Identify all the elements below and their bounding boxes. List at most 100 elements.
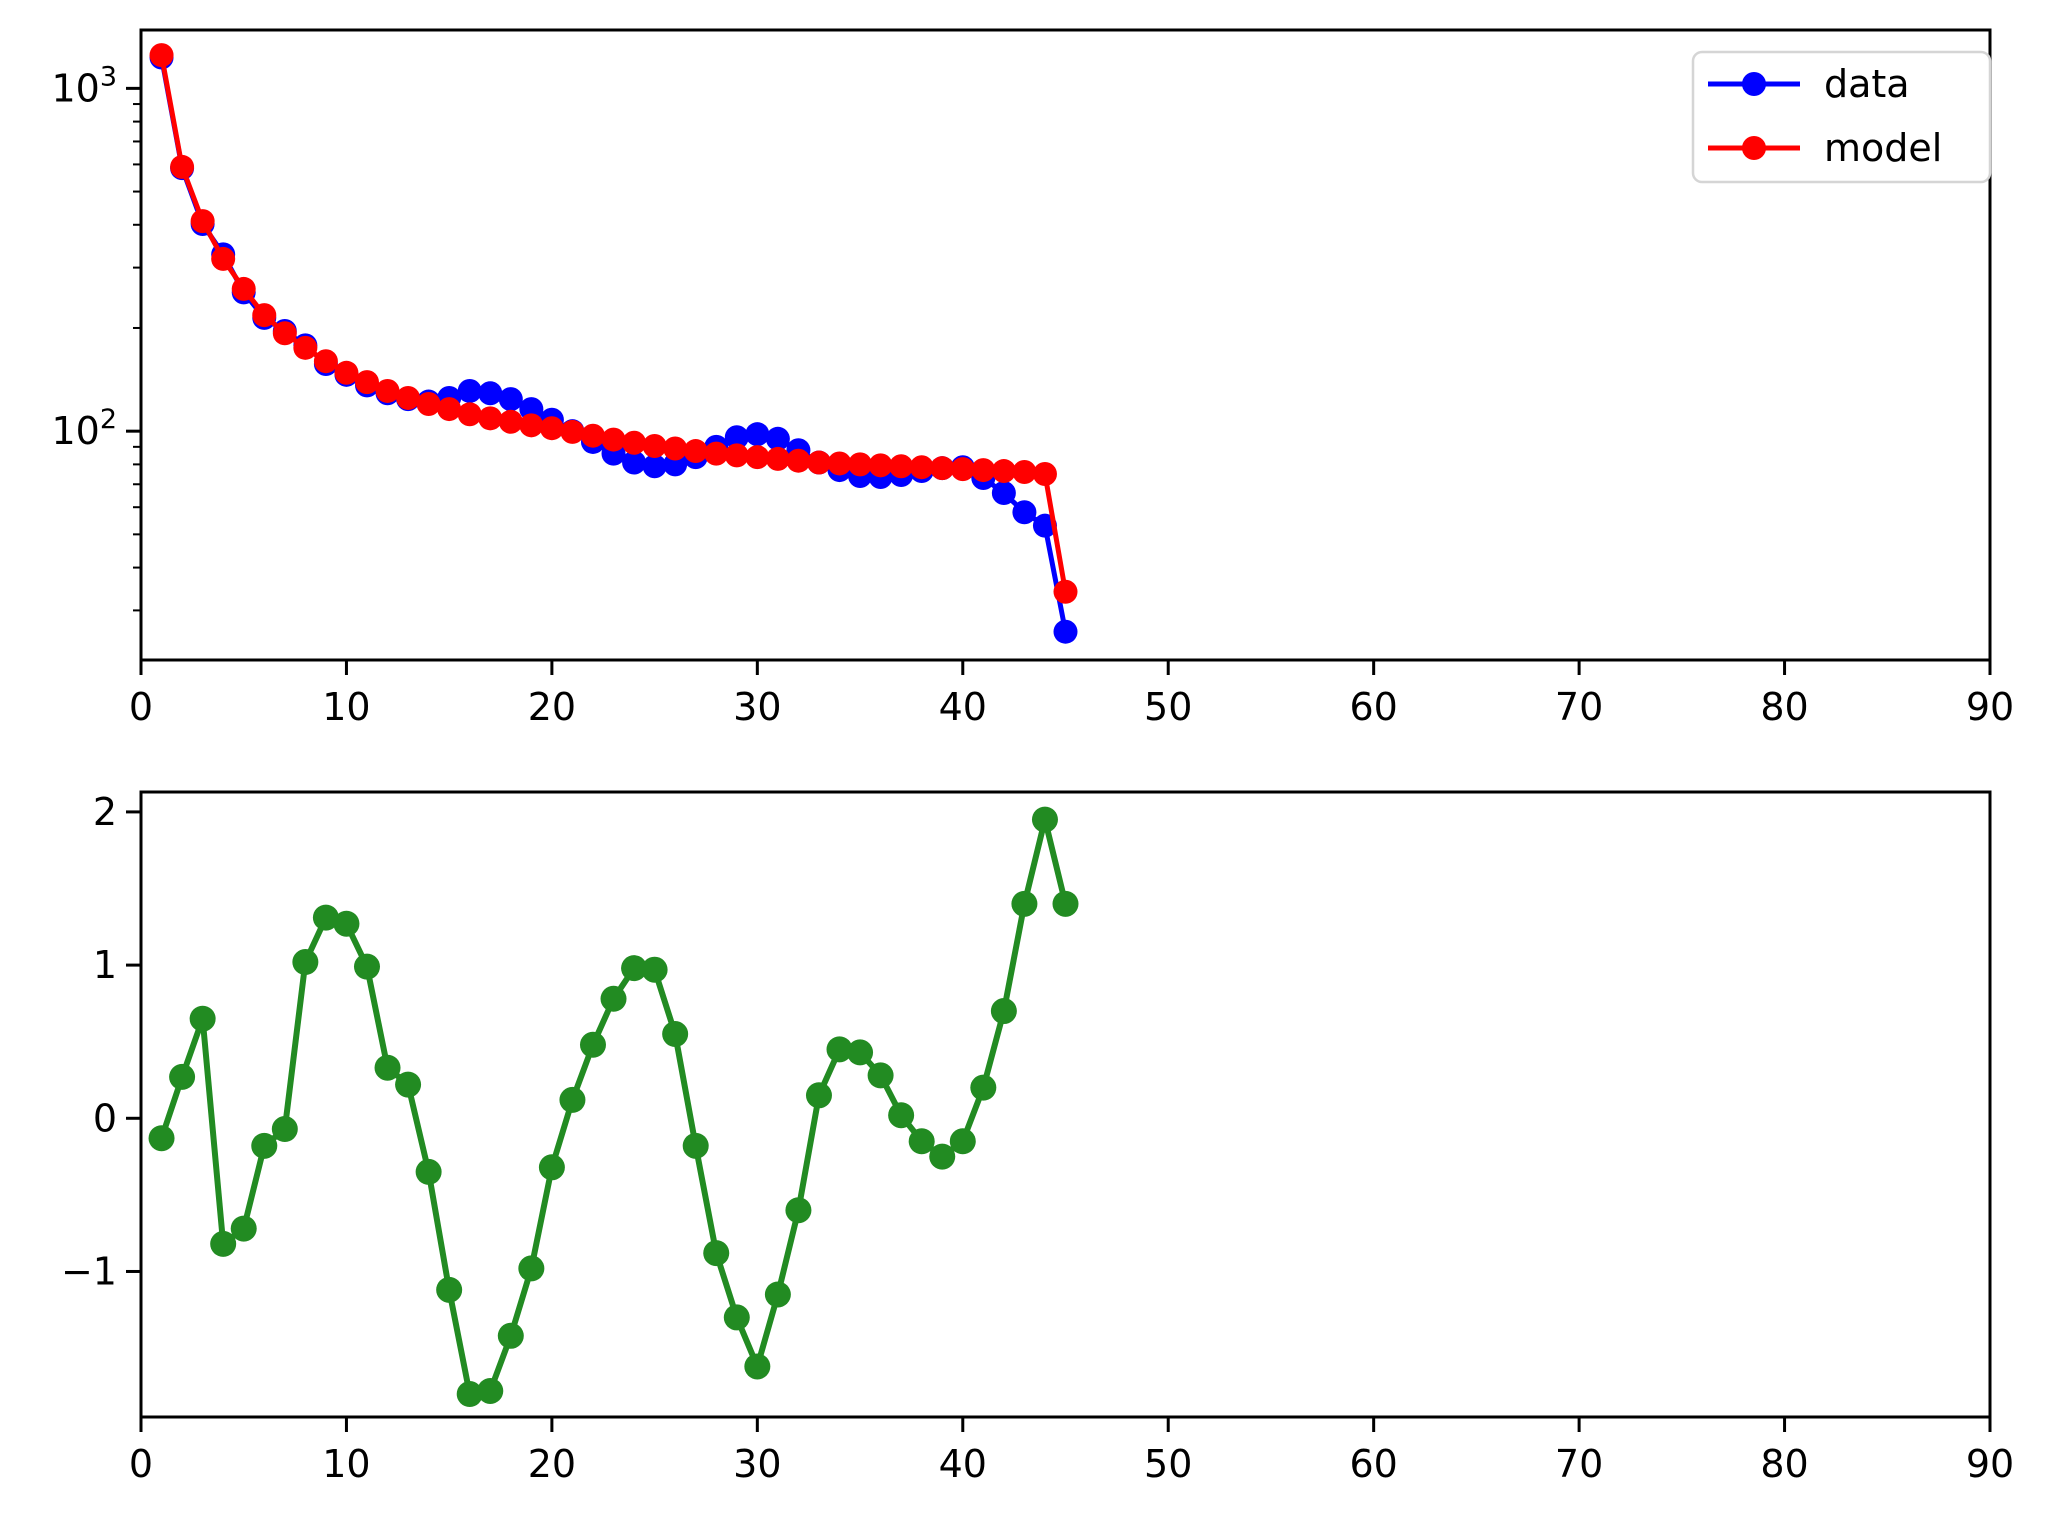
legend-sample-marker-model (1742, 136, 1766, 160)
x-tick-label: 80 (1760, 1442, 1808, 1486)
x-tick-label: 90 (1966, 1442, 2014, 1486)
legend-sample-marker-data (1742, 72, 1766, 96)
marker-model (149, 43, 174, 68)
marker-model (745, 445, 770, 470)
marker-model (519, 413, 544, 438)
marker-residuals (497, 1322, 524, 1349)
x-tick-label: 30 (733, 1442, 781, 1486)
marker-model (313, 349, 338, 374)
marker-residuals (518, 1255, 545, 1282)
marker-model (416, 392, 441, 417)
marker-model (1012, 460, 1037, 485)
series-line-residuals (158, 818, 1069, 1398)
marker-model (683, 439, 708, 464)
marker-residuals (847, 1039, 874, 1066)
marker-residuals (1031, 806, 1058, 833)
marker-residuals (148, 1125, 175, 1152)
x-tick-label: 40 (939, 685, 987, 729)
marker-residuals (333, 910, 360, 937)
marker-residuals (723, 1304, 750, 1331)
marker-residuals (374, 1054, 401, 1081)
marker-model (909, 455, 934, 480)
marker-residuals (292, 949, 319, 976)
marker-model (868, 453, 893, 478)
y-tick-label: 2 (93, 790, 117, 834)
marker-model (950, 457, 975, 482)
marker-model (765, 446, 790, 471)
marker-model (1032, 461, 1057, 486)
marker-model (991, 459, 1016, 484)
marker-residuals (929, 1143, 956, 1170)
marker-data (498, 387, 523, 412)
x-tick-label: 70 (1555, 685, 1603, 729)
marker-residuals (662, 1021, 689, 1048)
marker-residuals (682, 1132, 709, 1159)
marker-data (642, 454, 667, 479)
marker-data (1012, 500, 1037, 525)
marker-model (642, 434, 667, 459)
marker-residuals (621, 955, 648, 982)
marker-residuals (744, 1353, 771, 1380)
marker-model (663, 436, 688, 461)
marker-residuals (251, 1132, 278, 1159)
marker-residuals (312, 904, 339, 931)
legend: data model (1691, 50, 1992, 184)
marker-model (580, 423, 605, 448)
x-tick-label: 30 (733, 685, 781, 729)
marker-model (396, 385, 421, 410)
x-tick-label: 50 (1144, 685, 1192, 729)
x-tick-label: 70 (1555, 1442, 1603, 1486)
marker-model (806, 450, 831, 475)
marker-model (971, 458, 996, 483)
marker-residuals (579, 1031, 606, 1058)
marker-residuals (867, 1062, 894, 1089)
marker-residuals (395, 1071, 422, 1098)
marker-model (334, 360, 359, 385)
x-tick-label: 80 (1760, 685, 1808, 729)
marker-residuals (641, 956, 668, 983)
marker-model (437, 397, 462, 422)
marker-residuals (970, 1074, 997, 1101)
x-tick-label: 0 (129, 1442, 153, 1486)
x-tick-label: 0 (129, 685, 153, 729)
marker-model (560, 419, 585, 444)
marker-model (498, 409, 523, 434)
x-tick-label: 20 (528, 685, 576, 729)
series-model (149, 43, 1078, 604)
marker-residuals (1011, 890, 1038, 917)
marker-residuals (785, 1197, 812, 1224)
marker-model (1053, 579, 1078, 604)
legend-label-model: model (1824, 126, 1942, 170)
marker-residuals (230, 1215, 257, 1242)
series-residuals (148, 806, 1079, 1408)
marker-model (252, 303, 277, 328)
marker-residuals (538, 1154, 565, 1181)
y-tick-label: 1 (93, 943, 117, 987)
marker-model (724, 443, 749, 468)
marker-residuals (908, 1128, 935, 1155)
marker-data (724, 425, 749, 450)
marker-data (457, 378, 482, 403)
x-tick-label: 60 (1349, 1442, 1397, 1486)
marker-residuals (169, 1063, 196, 1090)
marker-model (190, 209, 215, 234)
marker-model (231, 276, 256, 301)
axes-spines (139, 790, 1992, 1419)
marker-residuals (949, 1128, 976, 1155)
marker-data (745, 422, 770, 447)
marker-model (211, 246, 236, 271)
marker-model (704, 441, 729, 466)
marker-model (827, 451, 852, 476)
marker-model (272, 321, 297, 346)
marker-residuals (703, 1240, 730, 1267)
y-tick-label: −1 (61, 1249, 117, 1293)
marker-data (991, 481, 1016, 506)
marker-model (375, 378, 400, 403)
marker-model (889, 454, 914, 479)
x-tick-label: 90 (1966, 685, 2014, 729)
marker-residuals (456, 1381, 483, 1408)
marker-residuals (477, 1377, 504, 1404)
axes-spines (139, 28, 1992, 662)
